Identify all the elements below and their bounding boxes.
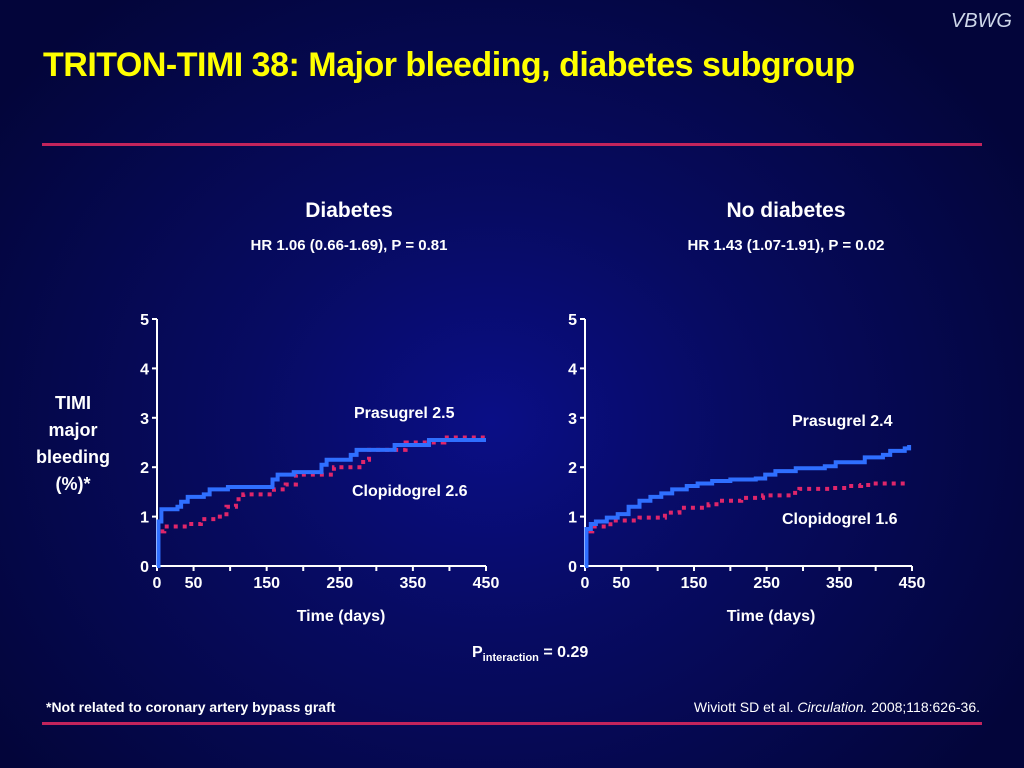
y-axis-label-line: bleeding: [35, 447, 110, 467]
y-tick-label-diabetes: 5: [140, 312, 149, 329]
citation-journal: Circulation.: [797, 699, 868, 715]
footnote: *Not related to coronary artery bypass g…: [46, 699, 336, 715]
series-label-clopidogrel-no-diabetes: Clopidogrel 1.6: [782, 511, 898, 528]
x-tick-label-diabetes: 250: [326, 575, 353, 592]
y-tick-label-no-diabetes: 3: [568, 411, 577, 428]
p-interaction-prefix: P: [472, 644, 483, 661]
y-tick-label-no-diabetes: 1: [568, 510, 577, 527]
series-label-prasugrel-no-diabetes: Prasugrel 2.4: [792, 413, 893, 430]
series-line-prasugrel-diabetes: [156, 438, 486, 568]
series-line-prasugrel-no-diabetes: [584, 444, 912, 568]
y-tick-label-no-diabetes: 0: [568, 559, 577, 576]
y-axis-label-line: TIMI: [55, 393, 91, 413]
slide-title: TRITON-TIMI 38: Major bleeding, diabetes…: [43, 46, 855, 84]
x-tick-label-no-diabetes: 0: [581, 575, 590, 592]
y-tick-label-no-diabetes: 4: [568, 361, 577, 378]
footer-divider: [42, 722, 982, 725]
p-interaction-subscript: interaction: [482, 652, 539, 665]
x-tick-label-no-diabetes: 450: [899, 575, 926, 592]
y-tick-label-no-diabetes: 5: [568, 312, 577, 329]
x-tick-label-no-diabetes: 350: [826, 575, 853, 592]
p-interaction-value: = 0.29: [538, 644, 589, 661]
citation-details: 2008;118:626-36.: [867, 699, 980, 715]
x-axis-label-diabetes: Time (days): [296, 608, 386, 625]
y-tick-label-diabetes: 2: [140, 460, 149, 477]
y-tick-label-diabetes: 0: [140, 559, 149, 576]
x-tick-label-diabetes: 450: [473, 575, 500, 592]
y-axis-label: TIMI major bleeding (%)*: [18, 390, 128, 498]
chart-title-diabetes: Diabetes: [305, 199, 393, 222]
citation: Wiviott SD et al. Circulation. 2008;118:…: [694, 699, 980, 715]
chart-subtitle-diabetes: HR 1.06 (0.66-1.69), P = 0.81: [250, 237, 448, 254]
y-tick-label-diabetes: 1: [140, 510, 149, 527]
y-axis-label-line: (%)*: [55, 474, 91, 494]
x-tick-label-no-diabetes: 50: [612, 575, 630, 592]
x-tick-label-diabetes: 50: [185, 575, 203, 592]
y-tick-label-no-diabetes: 2: [568, 460, 577, 477]
brand-logo: VBWG: [950, 10, 1012, 32]
p-interaction: Pinteraction = 0.29: [472, 644, 588, 664]
x-axis-label-no-diabetes: Time (days): [726, 608, 816, 625]
series-label-clopidogrel-diabetes: Clopidogrel 2.6: [352, 483, 468, 500]
y-tick-label-diabetes: 3: [140, 411, 149, 428]
y-axis-label-line: major: [48, 420, 98, 440]
chart-subtitle-no-diabetes: HR 1.43 (1.07-1.91), P = 0.02: [687, 237, 885, 254]
x-tick-label-diabetes: 150: [253, 575, 280, 592]
citation-authors: Wiviott SD et al.: [693, 699, 798, 715]
series-line-clopidogrel-no-diabetes: [588, 481, 909, 534]
chart-title-no-diabetes: No diabetes: [726, 199, 846, 222]
x-tick-label-no-diabetes: 250: [753, 575, 780, 592]
x-tick-label-diabetes: 350: [400, 575, 427, 592]
y-tick-label-diabetes: 4: [140, 361, 149, 378]
x-tick-label-diabetes: 0: [153, 575, 162, 592]
x-tick-label-no-diabetes: 150: [681, 575, 708, 592]
header-divider: [42, 143, 982, 146]
series-label-prasugrel-diabetes: Prasugrel 2.5: [354, 405, 455, 422]
